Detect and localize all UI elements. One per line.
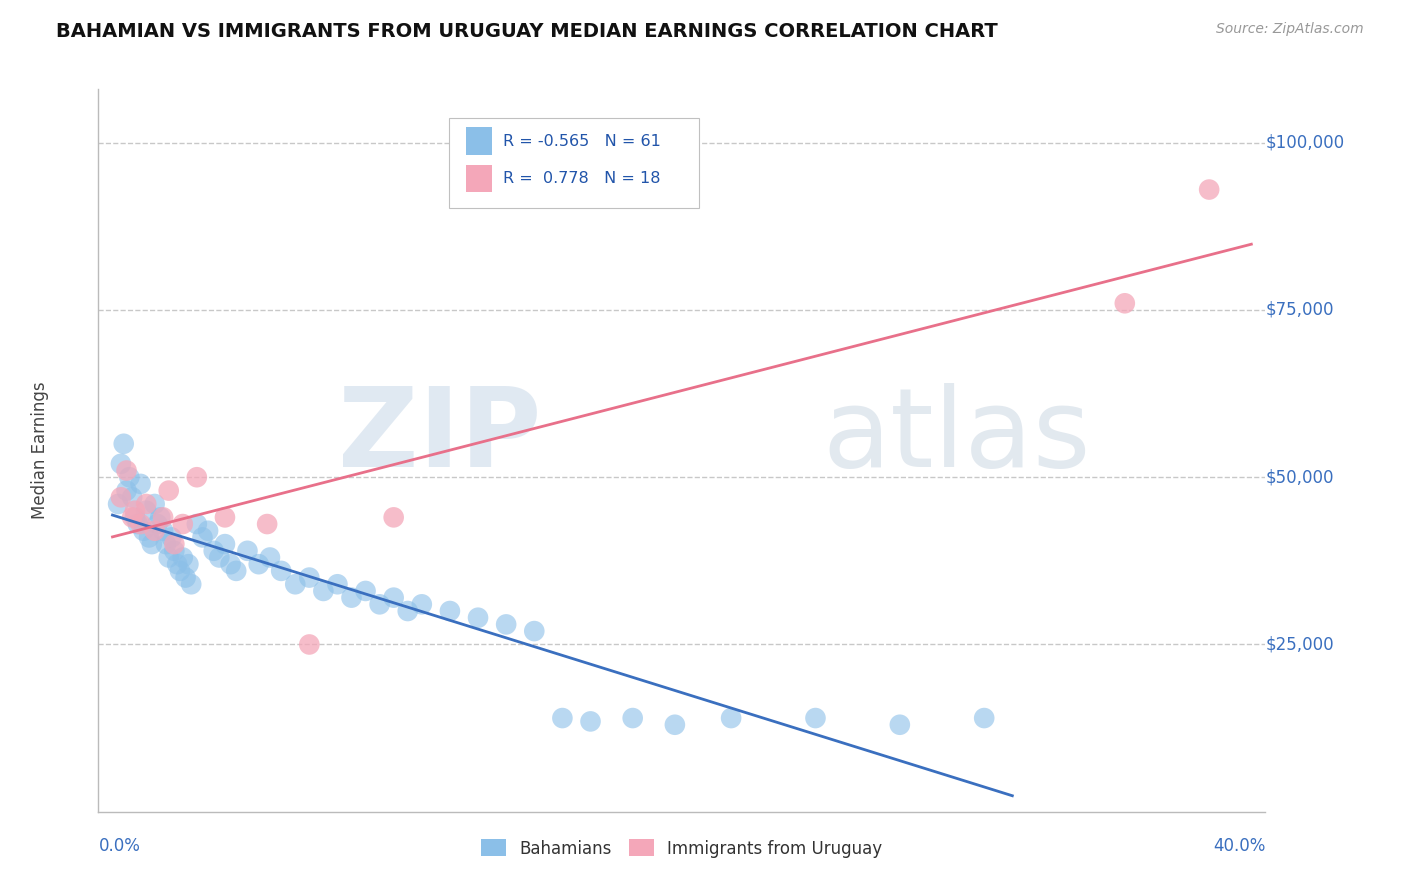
Point xyxy=(219,557,242,572)
Point xyxy=(135,503,157,517)
Point xyxy=(141,537,163,551)
Point xyxy=(284,577,307,591)
Point xyxy=(236,543,259,558)
Text: $75,000: $75,000 xyxy=(1265,301,1334,319)
Point xyxy=(214,537,236,551)
Text: atlas: atlas xyxy=(823,383,1091,490)
Point xyxy=(551,711,574,725)
Point xyxy=(121,491,143,505)
Point xyxy=(804,711,827,725)
Point xyxy=(495,617,517,632)
Point xyxy=(124,503,146,517)
Point xyxy=(160,530,183,544)
Point xyxy=(115,483,138,498)
Point xyxy=(225,564,247,578)
FancyBboxPatch shape xyxy=(449,118,699,209)
Text: R = -0.565   N = 61: R = -0.565 N = 61 xyxy=(503,134,661,149)
Point xyxy=(202,543,225,558)
Point xyxy=(132,524,155,538)
Point xyxy=(121,510,143,524)
Point xyxy=(163,543,186,558)
Point xyxy=(208,550,231,565)
Point xyxy=(396,604,419,618)
Bar xyxy=(465,128,492,155)
Point xyxy=(180,577,202,591)
Point xyxy=(149,510,172,524)
Text: ZIP: ZIP xyxy=(339,383,541,490)
Point xyxy=(354,584,377,599)
Point xyxy=(143,524,166,538)
Point xyxy=(191,530,214,544)
Point xyxy=(664,717,686,731)
Point xyxy=(129,517,152,532)
Point xyxy=(166,557,188,572)
Point xyxy=(467,611,489,625)
Point xyxy=(146,517,169,532)
Point xyxy=(439,604,461,618)
Point xyxy=(169,564,191,578)
Point xyxy=(326,577,349,591)
Point xyxy=(186,470,208,484)
Point xyxy=(197,524,219,538)
Point xyxy=(340,591,363,605)
Point xyxy=(118,470,141,484)
Bar xyxy=(465,165,492,193)
Legend: Bahamians, Immigrants from Uruguay: Bahamians, Immigrants from Uruguay xyxy=(481,839,883,857)
Point xyxy=(312,584,335,599)
Point xyxy=(256,517,278,532)
Point xyxy=(214,510,236,524)
Point xyxy=(135,497,157,511)
Point xyxy=(127,517,149,532)
Point xyxy=(152,510,174,524)
Point xyxy=(186,517,208,532)
Point xyxy=(112,436,135,450)
Point xyxy=(174,571,197,585)
Point xyxy=(523,624,546,639)
Point xyxy=(107,497,129,511)
Point xyxy=(110,491,132,505)
Point xyxy=(579,714,602,729)
Text: 0.0%: 0.0% xyxy=(98,837,141,855)
Point xyxy=(1198,182,1220,196)
Point xyxy=(152,524,174,538)
Point xyxy=(172,550,194,565)
Point xyxy=(270,564,292,578)
Point xyxy=(124,510,146,524)
Text: BAHAMIAN VS IMMIGRANTS FROM URUGUAY MEDIAN EARNINGS CORRELATION CHART: BAHAMIAN VS IMMIGRANTS FROM URUGUAY MEDI… xyxy=(56,22,998,41)
Point xyxy=(110,457,132,471)
Point xyxy=(382,510,405,524)
Text: $50,000: $50,000 xyxy=(1265,468,1334,486)
Text: 40.0%: 40.0% xyxy=(1213,837,1265,855)
Point xyxy=(143,497,166,511)
Point xyxy=(157,483,180,498)
Point xyxy=(247,557,270,572)
Text: $100,000: $100,000 xyxy=(1265,134,1344,152)
Point xyxy=(163,537,186,551)
Text: Median Earnings: Median Earnings xyxy=(31,382,49,519)
Point xyxy=(115,464,138,478)
Point xyxy=(129,476,152,491)
Point xyxy=(259,550,281,565)
Point xyxy=(411,598,433,612)
Point xyxy=(177,557,200,572)
Point xyxy=(368,598,391,612)
Point xyxy=(889,717,911,731)
Point xyxy=(138,530,160,544)
Point xyxy=(157,550,180,565)
Point xyxy=(621,711,644,725)
Text: Source: ZipAtlas.com: Source: ZipAtlas.com xyxy=(1216,22,1364,37)
Point xyxy=(973,711,995,725)
Point xyxy=(172,517,194,532)
Text: $25,000: $25,000 xyxy=(1265,635,1334,654)
Point xyxy=(720,711,742,725)
Point xyxy=(155,537,177,551)
Point xyxy=(298,571,321,585)
Text: R =  0.778   N = 18: R = 0.778 N = 18 xyxy=(503,171,661,186)
Point xyxy=(382,591,405,605)
Point xyxy=(1114,296,1136,310)
Point xyxy=(298,637,321,651)
